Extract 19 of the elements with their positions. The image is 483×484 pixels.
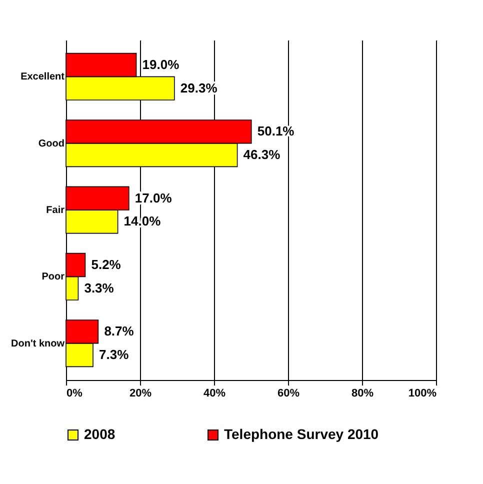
x-tick-label: 40% — [203, 388, 226, 400]
x-tick-label: 100% — [408, 388, 437, 400]
data-label: 19.0% — [142, 57, 180, 72]
x-tick-label: 0% — [66, 388, 83, 400]
data-label: 5.2% — [91, 257, 122, 272]
y-tick-label: Don't know — [11, 338, 65, 350]
y-tick-label: Fair — [46, 205, 65, 216]
legend-label: Telephone Survey 2010 — [224, 426, 379, 442]
x-tick-label: 80% — [351, 388, 374, 400]
y-tick-label: Excellent — [20, 72, 66, 83]
y-tick-label: Poor — [42, 272, 65, 283]
data-label: 3.3% — [84, 280, 114, 296]
data-label: 8.7% — [104, 324, 134, 339]
x-tick-label: 60% — [277, 388, 300, 400]
legend-label: 2008 — [84, 426, 116, 442]
x-tick-label: 20% — [129, 388, 152, 400]
data-label: 46.3% — [243, 147, 281, 162]
y-tick-label: Good — [38, 138, 64, 150]
data-label: 7.3% — [99, 347, 130, 362]
